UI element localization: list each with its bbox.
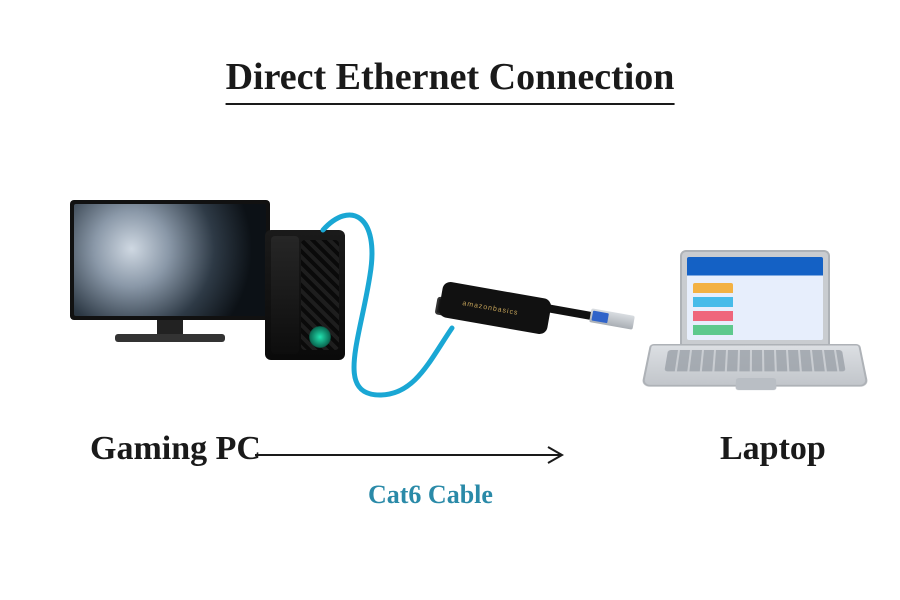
diagram-stage: Direct Ethernet Connection Gaming PC ama… (0, 0, 900, 600)
usb-ethernet-adapter-node: amazonbasics (440, 270, 640, 350)
laptop-node (650, 250, 850, 400)
gaming-pc-node (70, 200, 370, 400)
diagram-title: Direct Ethernet Connection (226, 55, 675, 105)
pc-tower-icon (265, 230, 345, 360)
direction-arrow (255, 447, 562, 463)
usb-plug-icon (589, 308, 635, 329)
monitor-icon (70, 200, 270, 340)
gaming-pc-label: Gaming PC (90, 430, 261, 468)
laptop-label: Laptop (720, 430, 826, 468)
cat6-cable-label: Cat6 Cable (368, 480, 493, 510)
